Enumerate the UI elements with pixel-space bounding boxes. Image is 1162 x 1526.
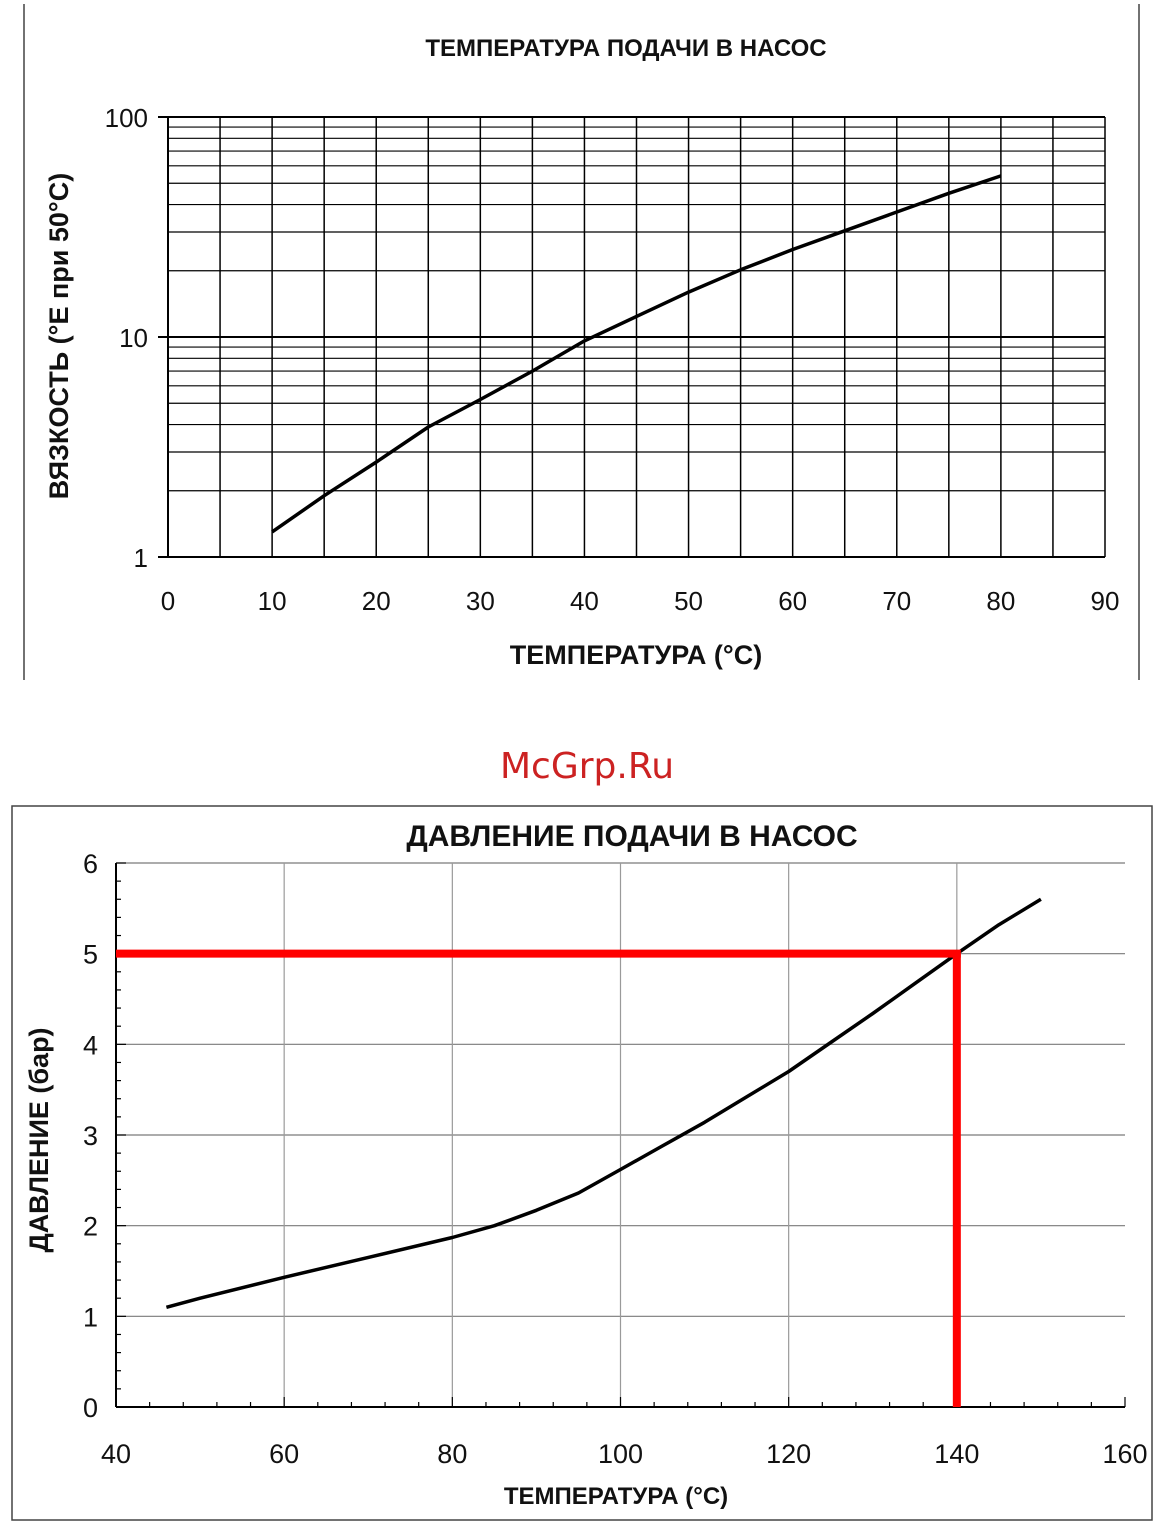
chart1-x-axis-label: ТЕМПЕРАТУРА (°C) [510, 640, 762, 670]
chart2-y-tick-label: 5 [83, 940, 98, 970]
chart2-y-tick-label: 2 [83, 1212, 98, 1242]
chart1-y-tick-label: 1 [134, 543, 148, 573]
chart2-title: ДАВЛЕНИЕ ПОДАЧИ В НАСОС [406, 820, 857, 853]
chart2-series-line [165, 897, 1042, 1309]
chart2-guide-lines [116, 949, 961, 1407]
chart2-y-tick-label: 0 [83, 1393, 98, 1423]
chart1-ticks: 0 10 20 30 40 50 60 70 80 90 1 10 100 [105, 103, 1120, 616]
chart1-x-tick-label: 50 [674, 586, 703, 616]
chart1-x-tick-label: 20 [362, 586, 391, 616]
chart2-x-tick-label: 40 [101, 1439, 131, 1469]
chart1-x-tick-label: 40 [570, 586, 599, 616]
chart1-x-tick-label: 80 [986, 586, 1015, 616]
chart2-frame [11, 805, 1153, 1521]
chart2-y-axis-label: ДАВЛЕНИЕ (бар) [24, 1027, 54, 1252]
chart2-ticks: 40 60 80 100 120 140 160 0 1 2 3 4 5 6 [83, 849, 1148, 1469]
chart2-y-tick-label: 6 [83, 849, 98, 879]
chart2-x-tick-label: 60 [269, 1439, 299, 1469]
chart2-series [165, 897, 1042, 1309]
chart1-x-tick-label: 10 [258, 586, 287, 616]
pressure-chart: ДАВЛЕНИЕ ПОДАЧИ В НАСОС 40 60 80 100 120 140 1… [11, 805, 1153, 1521]
chart1-grid [158, 116, 1106, 558]
chart2-x-tick-label: 120 [766, 1439, 811, 1469]
chart1-x-tick-label: 90 [1091, 586, 1120, 616]
chart1-y-tick-label: 100 [105, 103, 148, 133]
chart2-x-tick-label: 160 [1102, 1439, 1147, 1469]
chart2-x-axis-label: ТЕМПЕРАТУРА (°C) [504, 1483, 728, 1510]
viscosity-chart: ТЕМПЕРАТУРА ПОДАЧИ В НАСОС 0 10 20 30 40 50 60… [23, 4, 1140, 680]
chart2-grid [115, 862, 1126, 1408]
chart2-y-tick-label: 4 [83, 1030, 98, 1060]
chart2-y-tick-label: 3 [83, 1121, 98, 1151]
chart2-x-tick-label: 80 [437, 1439, 467, 1469]
chart1-x-tick-label: 30 [466, 586, 495, 616]
watermark: McGrp.Ru [500, 746, 674, 787]
chart1-y-axis-label: ВЯЗКОСТЬ (°E при 50°C) [44, 173, 74, 499]
chart2-x-tick-label: 140 [934, 1439, 979, 1469]
chart1-x-tick-label: 60 [778, 586, 807, 616]
chart1-x-tick-label: 70 [882, 586, 911, 616]
chart2-y-tick-label: 1 [83, 1302, 98, 1332]
chart1-x-tick-label: 0 [161, 586, 175, 616]
chart1-series [271, 174, 1002, 534]
chart1-y-tick-label: 10 [119, 323, 148, 353]
chart2-x-tick-label: 100 [598, 1439, 643, 1469]
chart1-title: ТЕМПЕРАТУРА ПОДАЧИ В НАСОС [425, 35, 826, 62]
